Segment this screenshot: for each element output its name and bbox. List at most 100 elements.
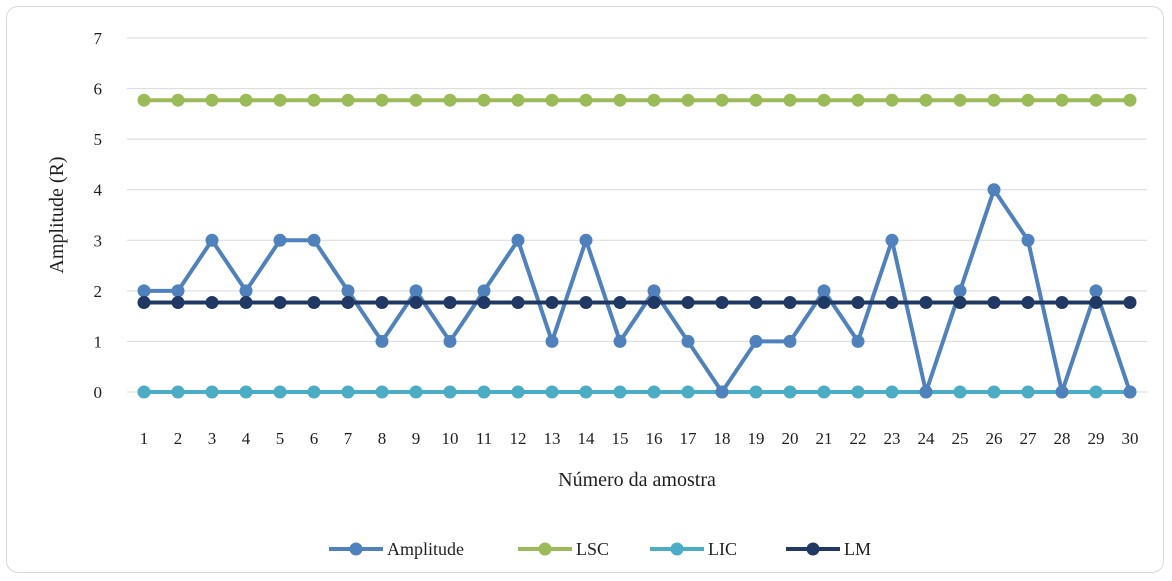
data-point-lm: [749, 295, 763, 309]
data-point-amplitude: [953, 284, 967, 298]
data-point-lic: [443, 385, 457, 399]
x-tick-label: 16: [646, 429, 663, 448]
legend-marker: [670, 542, 684, 556]
x-tick-label: 1: [140, 429, 149, 448]
series-amplitude: [137, 183, 1137, 399]
y-tick-labels: 0 1 2 3 4 5 6 7: [94, 29, 103, 402]
data-point-amplitude: [273, 233, 287, 247]
data-point-lic: [205, 385, 219, 399]
data-point-amplitude: [681, 334, 695, 348]
data-point-amplitude: [885, 233, 899, 247]
legend-item-lic: LIC: [650, 539, 737, 559]
y-tick-label: 5: [94, 130, 103, 149]
x-axis-title: Número da amostra: [558, 469, 716, 491]
data-point-lsc: [375, 93, 389, 107]
legend-marker: [349, 542, 363, 556]
data-point-lic: [1021, 385, 1035, 399]
x-tick-label: 25: [952, 429, 969, 448]
data-point-lic: [409, 385, 423, 399]
data-point-amplitude: [987, 183, 1001, 197]
data-point-amplitude: [511, 233, 525, 247]
data-point-lic: [681, 385, 695, 399]
x-tick-labels: 1 2 3 4 5 6 7 8 9 10 11 12 13 14 15 16 17 18 19 20 21 22 23 24 2…: [140, 429, 1139, 448]
data-point-lic: [613, 385, 627, 399]
x-tick-label: 14: [578, 429, 596, 448]
data-point-lsc: [647, 93, 661, 107]
data-point-amplitude: [579, 233, 593, 247]
data-point-lsc: [239, 93, 253, 107]
data-point-amplitude: [477, 284, 491, 298]
legend: Amplitude LSC LIC LM: [329, 539, 871, 559]
data-point-lsc: [477, 93, 491, 107]
legend-label: LSC: [576, 539, 609, 559]
data-point-amplitude: [375, 334, 389, 348]
legend-label: Amplitude: [387, 539, 464, 559]
data-point-lic: [341, 385, 355, 399]
data-point-lic: [1089, 385, 1103, 399]
data-point-amplitude: [647, 284, 661, 298]
y-tick-label: 3: [94, 231, 103, 250]
x-tick-label: 30: [1122, 429, 1139, 448]
data-point-amplitude: [919, 385, 933, 399]
data-point-lsc: [919, 93, 933, 107]
data-point-lic: [375, 385, 389, 399]
data-point-amplitude: [613, 334, 627, 348]
series-group: [137, 93, 1137, 399]
data-point-lm: [579, 295, 593, 309]
data-point-amplitude: [545, 334, 559, 348]
x-tick-label: 7: [344, 429, 353, 448]
data-point-lsc: [885, 93, 899, 107]
data-point-lm: [171, 295, 185, 309]
y-tick-label: 4: [94, 181, 103, 200]
data-point-lm: [239, 295, 253, 309]
x-tick-label: 28: [1054, 429, 1071, 448]
data-point-lsc: [1021, 93, 1035, 107]
gridlines: [127, 37, 1147, 393]
data-point-lm: [681, 295, 695, 309]
x-tick-label: 27: [1020, 429, 1038, 448]
data-point-lic: [477, 385, 491, 399]
data-point-lm: [511, 295, 525, 309]
legend-label: LIC: [708, 539, 737, 559]
data-point-amplitude: [1055, 385, 1069, 399]
data-point-lm: [919, 295, 933, 309]
data-point-amplitude: [307, 233, 321, 247]
data-point-lm: [375, 295, 389, 309]
data-point-amplitude: [1021, 233, 1035, 247]
data-point-lic: [987, 385, 1001, 399]
series-lic: [137, 385, 1137, 399]
data-point-lm: [341, 295, 355, 309]
y-tick-label: 1: [94, 332, 103, 351]
x-tick-label: 5: [276, 429, 285, 448]
data-point-amplitude: [137, 284, 151, 298]
data-point-lm: [851, 295, 865, 309]
x-tick-label: 18: [714, 429, 731, 448]
data-point-lic: [749, 385, 763, 399]
data-point-lm: [1123, 295, 1137, 309]
data-point-lic: [783, 385, 797, 399]
data-point-lm: [715, 295, 729, 309]
x-tick-label: 29: [1088, 429, 1105, 448]
y-axis-title: Amplitude (R): [46, 156, 68, 273]
data-point-amplitude: [851, 334, 865, 348]
data-point-lsc: [1089, 93, 1103, 107]
data-point-lsc: [545, 93, 559, 107]
data-point-lm: [647, 295, 661, 309]
data-point-lsc: [443, 93, 457, 107]
data-point-lic: [511, 385, 525, 399]
data-point-lic: [273, 385, 287, 399]
data-point-lic: [239, 385, 253, 399]
data-point-amplitude: [341, 284, 355, 298]
data-point-amplitude: [205, 233, 219, 247]
x-tick-label: 11: [476, 429, 492, 448]
data-point-lsc: [953, 93, 967, 107]
x-tick-label: 19: [748, 429, 765, 448]
data-point-lm: [783, 295, 797, 309]
data-point-lsc: [783, 93, 797, 107]
data-point-lm: [885, 295, 899, 309]
data-point-lm: [409, 295, 423, 309]
x-tick-label: 24: [918, 429, 936, 448]
data-point-lic: [171, 385, 185, 399]
legend-marker: [806, 542, 820, 556]
data-point-amplitude: [1123, 385, 1137, 399]
